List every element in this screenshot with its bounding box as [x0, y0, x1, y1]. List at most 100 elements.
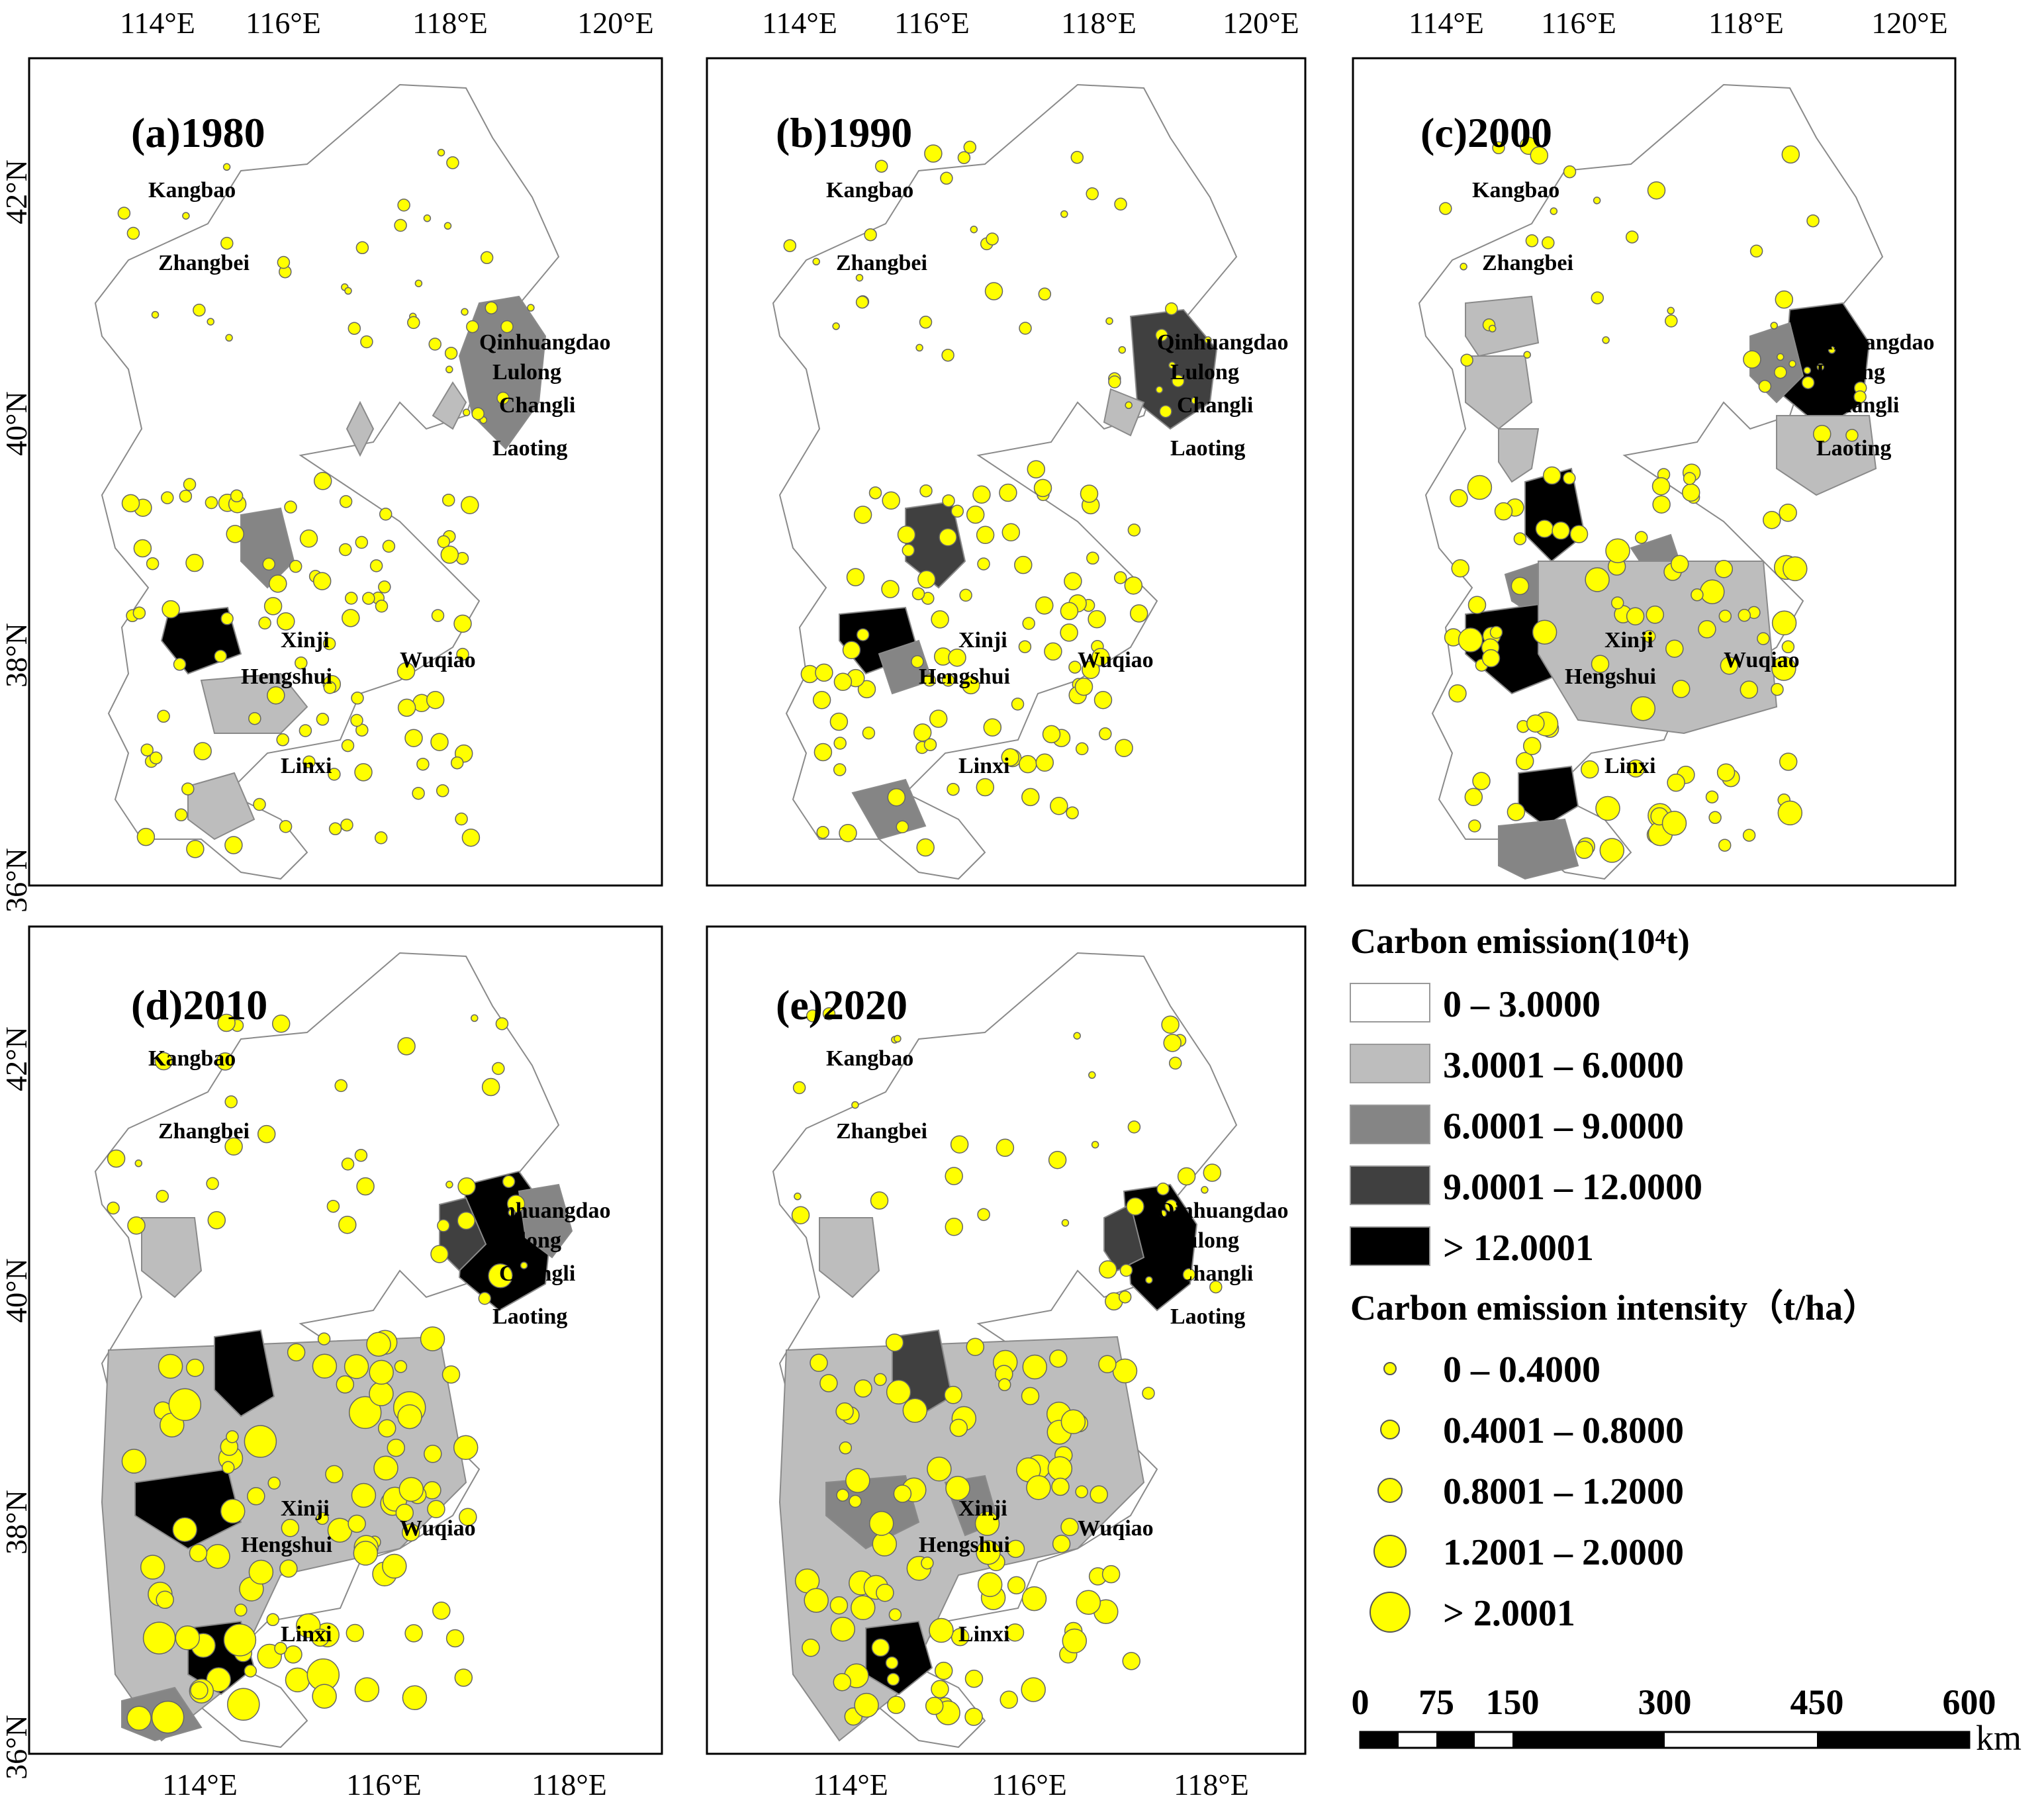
intensity-point	[334, 1079, 348, 1093]
intensity-point	[921, 1557, 934, 1570]
intensity-point	[457, 1211, 476, 1230]
intensity-point	[244, 1664, 257, 1678]
tick-label: 116°E	[894, 6, 970, 40]
place-label: Wuqiao	[400, 1516, 476, 1541]
intensity-point	[206, 1667, 232, 1692]
panel-label: (b)1990	[776, 109, 912, 156]
intensity-point	[257, 1124, 276, 1144]
intensity-point	[445, 1629, 465, 1648]
intensity-point	[1599, 838, 1625, 863]
intensity-point	[950, 1135, 969, 1154]
intensity-point	[279, 1559, 298, 1578]
intensity-point	[351, 1482, 377, 1508]
intensity-point	[126, 226, 140, 240]
place-label: Qinhuangdao	[479, 330, 610, 355]
emission-area	[1518, 765, 1579, 827]
emission-fill-areas	[160, 295, 547, 840]
intensity-point	[377, 1419, 396, 1437]
intensity-point	[500, 320, 514, 334]
intensity-point	[1670, 555, 1689, 574]
intensity-point	[369, 1359, 394, 1385]
intensity-point	[942, 494, 955, 508]
intensity-point	[1593, 197, 1601, 204]
emission-area	[1498, 428, 1540, 483]
intensity-point	[1033, 478, 1052, 498]
map-panel-d: Kangbao Zhangbei Qinhuangdao Lulong Changli L…	[0, 925, 663, 1801]
intensity-point	[1781, 640, 1795, 654]
intensity-point	[783, 239, 797, 252]
intensity-point	[966, 1338, 985, 1356]
legend-intensity-title: Carbon emission intensity（t/ha）	[1350, 1288, 1879, 1328]
intensity-point	[117, 206, 131, 220]
intensity-point	[1086, 551, 1099, 565]
intensity-point	[182, 212, 190, 220]
intensity-point	[1090, 1485, 1108, 1504]
intensity-point	[998, 1378, 1011, 1392]
intensity-point	[976, 1539, 1001, 1565]
intensity-point	[1450, 488, 1468, 508]
intensity-point	[1691, 588, 1704, 602]
intensity-point	[175, 1625, 201, 1651]
tick-label: 116°E	[1541, 6, 1616, 40]
place-label: Changli	[1177, 1261, 1253, 1286]
intensity-point	[1605, 538, 1630, 563]
intensity-point	[1779, 752, 1798, 771]
intensity-point	[344, 287, 352, 295]
tick-label: 114°E	[120, 6, 195, 40]
intensity-point	[1651, 477, 1671, 496]
intensity-point	[189, 1543, 208, 1563]
tick-label: 118°E	[412, 6, 488, 40]
tick-label: 116°E	[992, 1768, 1067, 1801]
intensity-point	[1698, 620, 1716, 639]
intensity-point	[986, 232, 999, 246]
longitude-ticks-top: 114°E 116°E 118°E 120°E	[762, 6, 1299, 40]
intensity-point	[894, 1034, 902, 1043]
intensity-point	[941, 348, 954, 362]
intensity-point	[456, 647, 469, 661]
intensity-point	[506, 1195, 526, 1213]
place-label: Linxi	[281, 1622, 332, 1647]
tick-label: 116°E	[246, 6, 321, 40]
intensity-point	[984, 282, 1003, 300]
intensity-point	[1776, 353, 1785, 361]
legend-intensity-label: 1.2001 – 2.0000	[1443, 1532, 1684, 1573]
intensity-point	[1595, 795, 1620, 821]
legend-point-symbol	[1380, 1420, 1400, 1439]
intensity-point	[1563, 471, 1576, 485]
place-label: Zhangbei	[836, 251, 927, 275]
intensity-point	[1021, 1677, 1046, 1702]
intensity-point	[339, 543, 352, 557]
intensity-point	[193, 742, 212, 760]
intensity-point	[281, 1519, 300, 1537]
intensity-point	[149, 751, 163, 764]
intensity-point	[323, 681, 337, 694]
intensity-point	[959, 588, 972, 602]
intensity-point	[1602, 336, 1610, 344]
intensity-point	[1460, 353, 1473, 367]
intensity-point	[121, 1449, 147, 1474]
intensity-point	[983, 718, 1002, 737]
intensity-point	[855, 273, 864, 282]
intensity-points	[1439, 136, 1867, 863]
intensity-point	[1467, 475, 1493, 500]
intensity-point	[437, 535, 451, 549]
place-label: Hengshui	[241, 664, 332, 689]
intensity-point	[299, 529, 318, 548]
legend: Carbon emission(10⁴t) 0 – 3.0000 3.0001 …	[1350, 921, 1879, 1634]
place-label: Laoting	[492, 436, 567, 461]
intensity-point	[302, 755, 316, 769]
intensity-point	[1006, 1539, 1025, 1559]
intensity-point	[1771, 656, 1796, 681]
intensity-point	[382, 1553, 407, 1579]
intensity-point	[440, 545, 459, 564]
intensity-point	[996, 1138, 1015, 1158]
intensity-point	[226, 525, 244, 543]
intensity-point	[957, 151, 971, 164]
intensity-point	[351, 692, 364, 705]
intensity-point	[414, 279, 423, 287]
tick-label: 114°E	[1409, 6, 1484, 40]
intensity-point	[222, 163, 231, 171]
intensity-point	[492, 1062, 505, 1075]
intensity-point	[362, 592, 375, 605]
intensity-point	[911, 655, 924, 668]
